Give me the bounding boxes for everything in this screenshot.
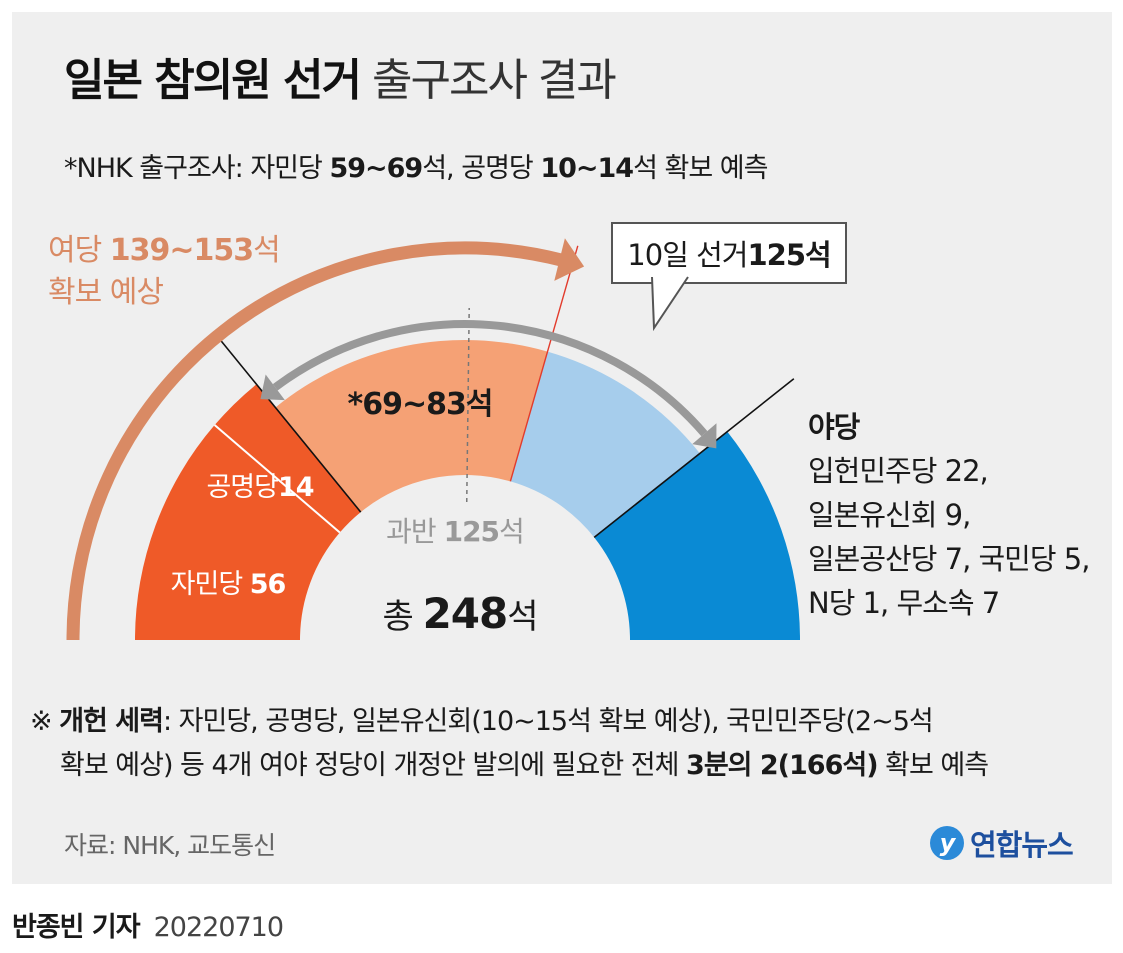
yonhap-logo-icon: y [930, 826, 964, 860]
segment-ruling_new-2 [275, 340, 548, 513]
page-title: 일본 참의원 선거 출구조사 결과 [64, 44, 617, 108]
callout-tail [651, 276, 689, 332]
ruling-projection-arrowhead [554, 238, 585, 281]
nhk-exit-poll-line: *NHK 출구조사: 자민당 59~69석, 공명당 10~14석 확보 예측 [64, 146, 768, 185]
ruling-suffix: 석 [253, 233, 281, 268]
ruling-new-label-part: *69~83석 [348, 387, 493, 422]
nhk-mid: 석, 공명당 [422, 153, 541, 184]
ldp-label-part: 56 [250, 569, 286, 600]
ruling-projection-label: 여당 139~153석 확보 예상 [48, 230, 281, 314]
source-credit: 자료: NHK, 교도통신 [64, 831, 276, 860]
note-line2-prefix: 확보 예상) 등 4개 여야 정당이 개정안 발의에 필요한 전체 [60, 750, 687, 781]
majority-label: 과반 125석 [386, 515, 524, 548]
ruling-opposition-split-line [509, 245, 579, 482]
byline-name: 반종빈 기자 [12, 912, 141, 943]
opposition-list: 야당 입헌민주당 22, 일본유신회 9, 일본공산당 7, 국민당 5, N당… [808, 405, 1090, 625]
contested-arrowhead-right [692, 423, 717, 449]
title-subtitle: 출구조사 결과 [372, 55, 617, 106]
segment-ruling_hold-0 [135, 425, 340, 640]
opposition-heading: 야당 [808, 410, 860, 444]
majority-label-part: 석 [499, 515, 524, 548]
komeito-label-part: 공명당 [206, 472, 278, 503]
ruling-line1: 여당 139~153석 [48, 230, 281, 272]
callout-prefix: 10일 선거 [627, 238, 748, 272]
opposition-hold-boundary [593, 378, 795, 538]
ruling-line2: 확보 예상 [48, 275, 164, 310]
note-mark: ※ [30, 706, 53, 737]
note-line1: ※ 개헌 세력: 자민당, 공명당, 일본유신회(10~15석 확보 예상), … [30, 700, 988, 744]
ldp-komeito-divider [213, 424, 341, 534]
ruling-hold-boundary [214, 333, 362, 513]
total-label-part: 248 [423, 589, 508, 638]
contested-arrowhead-left [260, 374, 285, 401]
contested-arc [272, 320, 708, 437]
ruling-value: 139~153 [109, 233, 254, 268]
ruling-projection-arc [66, 241, 564, 641]
yonhap-logo-text: 연합뉴스 [970, 828, 1074, 862]
nhk-suffix: 석 확보 예측 [633, 153, 768, 184]
amendment-note: ※ 개헌 세력: 자민당, 공명당, 일본유신회(10~15석 확보 예상), … [30, 700, 989, 788]
title-bold: 일본 참의원 선거 [64, 55, 362, 106]
note-bold-label: 개헌 세력 [59, 706, 164, 737]
seat-segments [135, 340, 800, 640]
majority-label-part: 125 [444, 515, 499, 548]
note-line2-suffix: 확보 예측 [877, 750, 989, 781]
opposition-line: 일본유신회 9, [808, 498, 971, 532]
election-callout: 10일 선거 125석 [611, 222, 847, 284]
callout-value: 125석 [747, 238, 831, 272]
segment-opp_hold-4 [594, 431, 800, 640]
opposition-line: 일본공산당 7, 국민당 5, [808, 542, 1090, 576]
total-label-part: 총 [382, 597, 422, 637]
note-line1-rest: : 자민당, 공명당, 일본유신회(10~15석 확보 예상), 국민민주당(2… [162, 706, 934, 737]
segment-ruling_hold-1 [214, 384, 361, 533]
total-label: 총 248석 [382, 589, 537, 638]
total-label-part: 석 [507, 597, 537, 637]
ruling-prefix: 여당 [48, 233, 110, 268]
note-line2-bold: 3분의 2(166석) [686, 750, 879, 781]
note-line2: 확보 예상) 등 4개 여야 정당이 개정안 발의에 필요한 전체 3분의 2(… [30, 744, 989, 788]
nhk-komeito-range: 10~14 [540, 153, 634, 184]
opposition-line: N당 1, 무소속 7 [808, 586, 1000, 620]
majority-label-part: 과반 [386, 515, 443, 548]
majority-line [465, 308, 470, 503]
opposition-line: 입헌민주당 22, [808, 454, 989, 488]
komeito-label-part: 14 [278, 472, 314, 503]
yonhap-logo: y 연합뉴스 [930, 822, 1074, 864]
ldp-label-part: 자민당 [171, 569, 250, 600]
ldp-label: 자민당 56 [171, 569, 286, 600]
byline: 반종빈 기자 20220710 [12, 905, 284, 944]
nhk-prefix: *NHK 출구조사: 자민당 [64, 153, 330, 184]
komeito-label: 공명당14 [206, 472, 313, 503]
ruling-new-label: *69~83석 [348, 387, 493, 422]
nhk-ldp-range: 59~69 [329, 153, 423, 184]
byline-date: 20220710 [153, 912, 284, 943]
